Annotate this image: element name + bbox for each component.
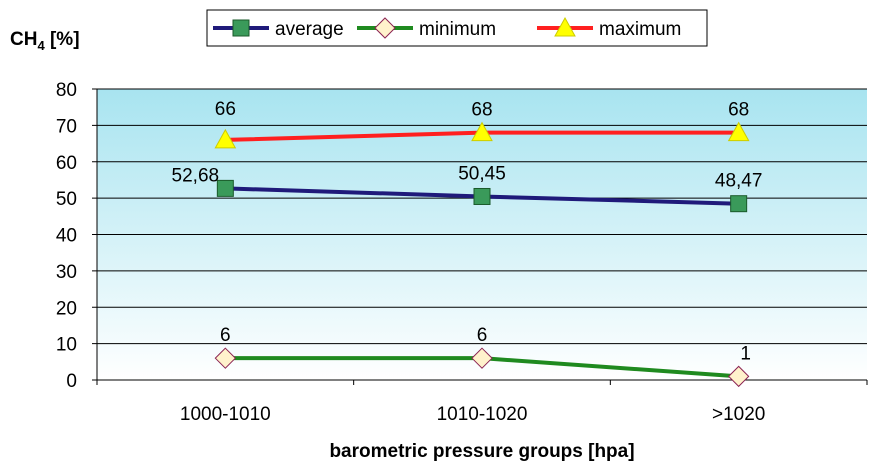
x-tick-label: 1000-1010 <box>180 404 271 425</box>
y-tick-label: 0 <box>66 371 77 392</box>
y-tick-label: 10 <box>56 335 77 356</box>
data-label-maximum: 68 <box>728 100 749 121</box>
data-point-maximum <box>471 121 493 142</box>
data-point-minimum <box>471 347 493 369</box>
y-axis-title-sub: 4 <box>37 38 45 53</box>
data-point-maximum <box>214 128 237 149</box>
y-tick-label: 30 <box>56 262 77 283</box>
x-tick-label: >1020 <box>712 404 765 425</box>
data-point-maximum <box>727 121 750 142</box>
legend: average minimum maximum <box>206 9 708 47</box>
data-label-maximum: 68 <box>471 100 492 121</box>
y-axis-title-main: CH <box>10 29 37 50</box>
y-tick-label: 70 <box>56 116 77 137</box>
x-tick-label: 1010-1020 <box>437 404 528 425</box>
data-point-average <box>730 195 748 213</box>
legend-box <box>206 9 708 47</box>
data-label-average: 52,68 <box>172 165 220 186</box>
data-label-average: 50,45 <box>458 163 506 184</box>
legend-label-average: average <box>275 19 344 40</box>
legend-marker-average <box>232 19 250 37</box>
y-tick-label: 40 <box>56 226 77 247</box>
y-tick-label: 80 <box>56 80 77 101</box>
y-tick-label: 50 <box>56 189 77 210</box>
y-tick-label: 20 <box>56 298 77 319</box>
data-point-average <box>216 179 234 197</box>
data-point-minimum <box>727 365 750 388</box>
y-axis-title-rest: [%] <box>45 29 80 50</box>
data-point-minimum <box>214 347 237 369</box>
x-axis-title: barometric pressure groups [hpa] <box>329 441 634 462</box>
legend-marker-maximum <box>554 16 576 37</box>
data-label-minimum: 6 <box>220 325 231 346</box>
legend-marker-minimum <box>374 17 396 39</box>
data-label-maximum: 66 <box>215 99 236 120</box>
y-axis-title: CH4 [%] <box>10 29 80 53</box>
data-point-average <box>473 187 491 205</box>
data-label-minimum: 1 <box>740 343 751 364</box>
y-tick-label: 60 <box>56 153 77 174</box>
data-label-average: 48,47 <box>715 171 763 192</box>
data-label-minimum: 6 <box>477 325 488 346</box>
legend-label-minimum: minimum <box>419 19 496 40</box>
legend-label-maximum: maximum <box>599 19 681 40</box>
